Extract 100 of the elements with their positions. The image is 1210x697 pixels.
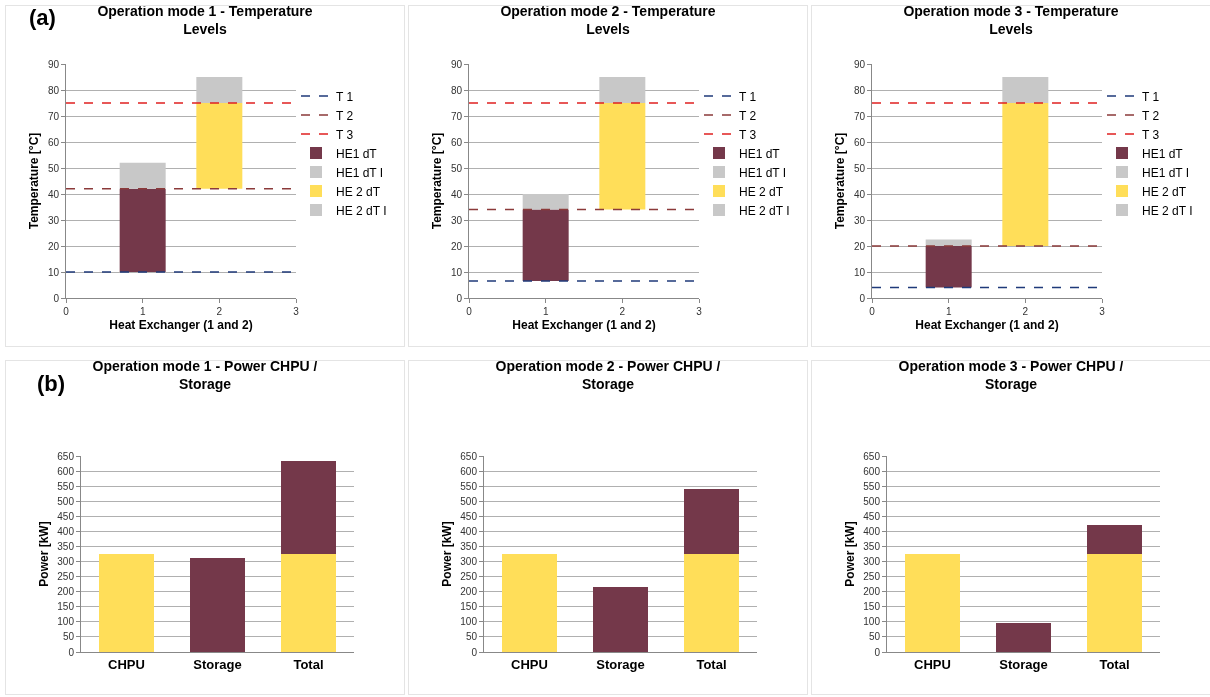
- y-axis-title: Power [kW]: [439, 521, 454, 587]
- y-tick-label: 70: [853, 110, 866, 122]
- legend-label: T 3: [739, 127, 757, 142]
- y-tick-label: 100: [460, 616, 478, 628]
- legend-label: HE 2 dT I: [739, 203, 790, 218]
- bar: [99, 554, 154, 652]
- y-tick-label: 650: [863, 450, 881, 462]
- x-tick-label: 1: [945, 306, 952, 317]
- y-tick-label: 100: [863, 616, 881, 628]
- chart-title: Operation mode 1 - Temperature Levels: [97, 3, 313, 38]
- x-axis-title: Heat Exchanger (1 and 2): [109, 317, 253, 332]
- x-tick-label: Storage: [596, 656, 645, 672]
- x-tick-label: Storage: [999, 656, 1048, 672]
- y-tick-label: 300: [57, 556, 75, 568]
- y-tick-label: 150: [460, 601, 478, 613]
- y-tick-label: 40: [853, 188, 866, 200]
- y-tick-label: 40: [450, 188, 463, 200]
- y-axis-title: Power [kW]: [842, 521, 857, 587]
- y-tick-label: 30: [853, 214, 866, 226]
- y-tick-label: 60: [450, 136, 463, 148]
- legend-label: HE1 dT: [739, 146, 781, 161]
- y-tick-label: 0: [53, 292, 60, 304]
- y-tick-label: 50: [868, 631, 881, 643]
- y-tick-label: 600: [863, 465, 881, 477]
- y-tick-label: 550: [57, 480, 75, 492]
- y-tick-label: 650: [460, 450, 478, 462]
- x-tick-label: Total: [696, 656, 727, 672]
- y-tick-label: 300: [460, 556, 478, 568]
- legend-label: T 2: [336, 108, 354, 123]
- bar: [684, 554, 739, 652]
- y-tick-label: 500: [863, 495, 881, 507]
- bar: [599, 103, 646, 210]
- y-tick-label: 300: [863, 556, 881, 568]
- x-axis-title: Heat Exchanger (1 and 2): [915, 317, 1059, 332]
- bar: [196, 77, 243, 103]
- legend-label: HE1 dT: [336, 146, 378, 161]
- y-tick-label: 30: [47, 214, 60, 226]
- y-tick-label: 10: [853, 266, 866, 278]
- chart-title: Operation mode 3 - Temperature Levels: [903, 3, 1119, 38]
- bar: [905, 554, 960, 652]
- legend-label: HE 2 dT: [739, 184, 784, 199]
- y-tick-label: 200: [57, 586, 75, 598]
- x-tick-label: 1: [542, 306, 549, 317]
- y-tick-label: 350: [57, 540, 75, 552]
- y-tick-label: 30: [450, 214, 463, 226]
- y-tick-label: 400: [863, 525, 881, 537]
- y-tick-label: 200: [863, 586, 881, 598]
- legend-label: HE 2 dT I: [336, 203, 387, 218]
- y-tick-label: 500: [460, 495, 478, 507]
- legend-label: HE1 dT: [1142, 146, 1184, 161]
- legend-label: T 2: [739, 108, 757, 123]
- y-tick-label: 80: [853, 84, 866, 96]
- bar: [599, 77, 646, 103]
- bar: [996, 623, 1051, 652]
- y-tick-label: 0: [874, 646, 881, 658]
- chart-title: Operation mode 2 - Temperature Levels: [500, 3, 716, 38]
- text: (a): [29, 5, 56, 30]
- bar: [1087, 554, 1142, 652]
- bar: [1002, 77, 1049, 103]
- y-tick-label: 20: [47, 240, 60, 252]
- bar: [593, 587, 648, 652]
- y-tick-label: 350: [460, 540, 478, 552]
- y-axis-title: Temperature [°C]: [430, 132, 445, 230]
- y-tick-label: 20: [450, 240, 463, 252]
- y-axis-title: Temperature [°C]: [27, 132, 42, 230]
- y-tick-label: 60: [47, 136, 60, 148]
- y-tick-label: 550: [863, 480, 881, 492]
- bar: [522, 209, 569, 282]
- y-tick-label: 50: [450, 162, 463, 174]
- bar: [281, 554, 336, 652]
- legend-label: T 1: [739, 89, 757, 104]
- y-tick-label: 600: [57, 465, 75, 477]
- x-tick-label: CHPU: [108, 656, 145, 672]
- legend-label: HE 2 dT: [336, 184, 381, 199]
- y-tick-label: 600: [460, 465, 478, 477]
- legend-label: T 3: [336, 127, 354, 142]
- y-tick-label: 250: [57, 571, 75, 583]
- y-tick-label: 0: [471, 646, 478, 658]
- bar: [1087, 525, 1142, 554]
- y-tick-label: 0: [456, 292, 463, 304]
- y-tick-label: 70: [450, 110, 463, 122]
- legend-label: T 1: [336, 89, 354, 104]
- y-tick-label: 250: [460, 571, 478, 583]
- y-axis-title: Power [kW]: [36, 521, 51, 587]
- bar: [1002, 103, 1049, 246]
- bar: [925, 246, 972, 288]
- y-tick-label: 200: [460, 586, 478, 598]
- y-tick-label: 550: [460, 480, 478, 492]
- x-tick-label: CHPU: [914, 656, 951, 672]
- x-tick-label: 3: [1099, 306, 1106, 317]
- bar: [281, 460, 336, 554]
- y-tick-label: 40: [47, 188, 60, 200]
- y-tick-label: 0: [68, 646, 75, 658]
- x-tick-label: 2: [619, 306, 626, 317]
- bar: [119, 162, 166, 189]
- y-tick-label: 650: [57, 450, 75, 462]
- y-tick-label: 90: [47, 58, 60, 70]
- x-tick-label: Total: [1099, 656, 1130, 672]
- y-tick-label: 500: [57, 495, 75, 507]
- x-tick-label: 2: [1022, 306, 1029, 317]
